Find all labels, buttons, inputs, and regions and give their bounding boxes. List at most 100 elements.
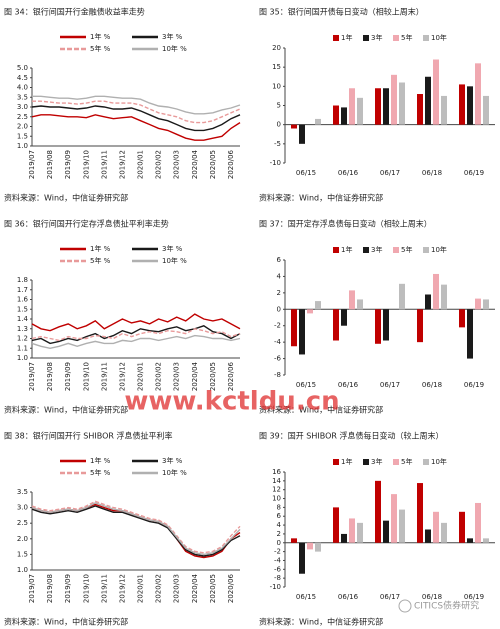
legend-label: 10年 bbox=[431, 457, 447, 466]
y-tick-label: -10 bbox=[270, 583, 281, 591]
x-tick-label: 2019/07 bbox=[28, 574, 36, 603]
bar bbox=[349, 290, 355, 310]
bar bbox=[467, 538, 473, 543]
chart-title: 图 37：国开定存浮息债每日变动（相较上周末） bbox=[259, 219, 432, 229]
y-tick-label: 0 bbox=[277, 539, 281, 547]
legend-label: 3年 % bbox=[162, 32, 183, 41]
x-tick-label: 2019/11 bbox=[100, 574, 108, 603]
bar bbox=[467, 86, 473, 125]
x-tick-label: 2020/03 bbox=[173, 574, 181, 603]
series-line bbox=[31, 503, 241, 559]
bar bbox=[391, 74, 397, 125]
y-tick-label: 4 bbox=[277, 272, 282, 280]
bar bbox=[375, 88, 381, 125]
bar bbox=[441, 284, 447, 310]
y-tick-label: 1.8 bbox=[17, 276, 28, 284]
x-tick-label: 06/16 bbox=[338, 169, 359, 177]
y-tick-label: 1.5 bbox=[17, 132, 28, 140]
bar bbox=[299, 309, 305, 355]
y-tick-label: 1.0 bbox=[17, 142, 28, 150]
legend-label: 5年 % bbox=[90, 44, 111, 53]
bar bbox=[475, 298, 481, 310]
y-tick-label: 12 bbox=[272, 486, 281, 494]
legend-swatch bbox=[393, 247, 399, 253]
legend-label: 3年 bbox=[371, 33, 382, 42]
x-tick-label: 06/17 bbox=[380, 593, 400, 601]
chart-title: 图 36：银行间国开行定存浮息债扯平利率走势 bbox=[4, 219, 169, 229]
legend-label: 10年 % bbox=[162, 44, 187, 53]
bar bbox=[399, 283, 405, 310]
bar bbox=[349, 88, 355, 125]
x-tick-label: 2019/11 bbox=[100, 150, 108, 179]
y-tick-label: -4 bbox=[274, 556, 282, 564]
watermark-icon bbox=[398, 599, 412, 613]
legend-label: 1年 bbox=[341, 33, 352, 42]
bar bbox=[333, 105, 339, 125]
x-tick-label: 2020/04 bbox=[191, 149, 199, 179]
legend-label: 10年 bbox=[431, 245, 447, 254]
series-line bbox=[31, 334, 241, 350]
x-tick-label: 06/18 bbox=[422, 381, 442, 389]
legend-label: 1年 % bbox=[90, 244, 111, 253]
bar bbox=[357, 299, 363, 310]
y-tick-label: 20 bbox=[272, 44, 281, 52]
source-note: 资料来源：Wind，中信证券研究部 bbox=[259, 193, 383, 203]
x-tick-label: 06/15 bbox=[296, 593, 316, 601]
chart-title: 图 35：银行间国开债每日变动（相较上周末） bbox=[259, 7, 424, 17]
bar bbox=[417, 94, 423, 125]
y-tick-label: 3.5 bbox=[17, 93, 28, 101]
legend-swatch bbox=[333, 247, 339, 253]
series-line bbox=[31, 114, 241, 141]
bar bbox=[357, 97, 363, 125]
x-tick-label: 2019/10 bbox=[82, 574, 90, 603]
x-tick-label: 06/19 bbox=[464, 169, 484, 177]
y-tick-label: 5.0 bbox=[17, 64, 28, 72]
x-tick-label: 2020/05 bbox=[209, 362, 217, 391]
bar bbox=[391, 494, 397, 543]
bar bbox=[299, 124, 305, 144]
x-tick-label: 06/18 bbox=[422, 169, 442, 177]
bar bbox=[467, 309, 473, 359]
x-tick-label: 2019/12 bbox=[118, 150, 126, 179]
y-tick-label: -10 bbox=[270, 159, 281, 167]
y-tick-label: 14 bbox=[272, 477, 281, 485]
x-tick-label: 2019/08 bbox=[46, 574, 54, 603]
y-tick-label: 4.0 bbox=[17, 84, 28, 92]
y-tick-label: 2 bbox=[277, 530, 281, 538]
legend-label: 10年 bbox=[431, 33, 447, 42]
x-tick-label: 2020/01 bbox=[137, 574, 145, 603]
x-tick-label: 2020/02 bbox=[155, 362, 163, 391]
legend-swatch bbox=[363, 247, 369, 253]
y-tick-label: 1.5 bbox=[17, 550, 28, 558]
x-tick-label: 2020/05 bbox=[209, 150, 217, 179]
series-line bbox=[31, 325, 241, 345]
x-tick-label: 2020/02 bbox=[155, 150, 163, 179]
y-tick-label: 1.6 bbox=[17, 296, 29, 304]
bar bbox=[425, 529, 431, 543]
series-line bbox=[31, 502, 241, 556]
bar bbox=[375, 309, 381, 344]
legend-label: 3年 bbox=[371, 245, 382, 254]
y-tick-label: 10 bbox=[272, 82, 281, 90]
y-tick-label: 1.0 bbox=[17, 354, 28, 362]
y-tick-label: 5 bbox=[277, 102, 281, 110]
x-tick-label: 2020/06 bbox=[227, 361, 235, 391]
bar bbox=[459, 309, 465, 328]
series-line bbox=[31, 500, 241, 554]
bar bbox=[333, 309, 339, 341]
series-line bbox=[31, 105, 241, 132]
bar bbox=[341, 107, 347, 125]
bar bbox=[459, 511, 465, 543]
series-line bbox=[31, 505, 241, 557]
source-note: 资料来源：Wind，中信证券研究部 bbox=[259, 405, 383, 415]
bar bbox=[475, 63, 481, 125]
bar bbox=[315, 542, 321, 552]
legend-label: 10年 % bbox=[162, 256, 187, 265]
x-tick-label: 2020/01 bbox=[137, 362, 145, 391]
source-note: 资料来源：Wind，中信证券研究部 bbox=[4, 193, 128, 203]
legend-label: 1年 bbox=[341, 245, 352, 254]
series-line bbox=[31, 328, 241, 342]
bar bbox=[441, 522, 447, 543]
chart-title: 图 34：银行间国开行金融债收益率走势 bbox=[4, 7, 145, 17]
